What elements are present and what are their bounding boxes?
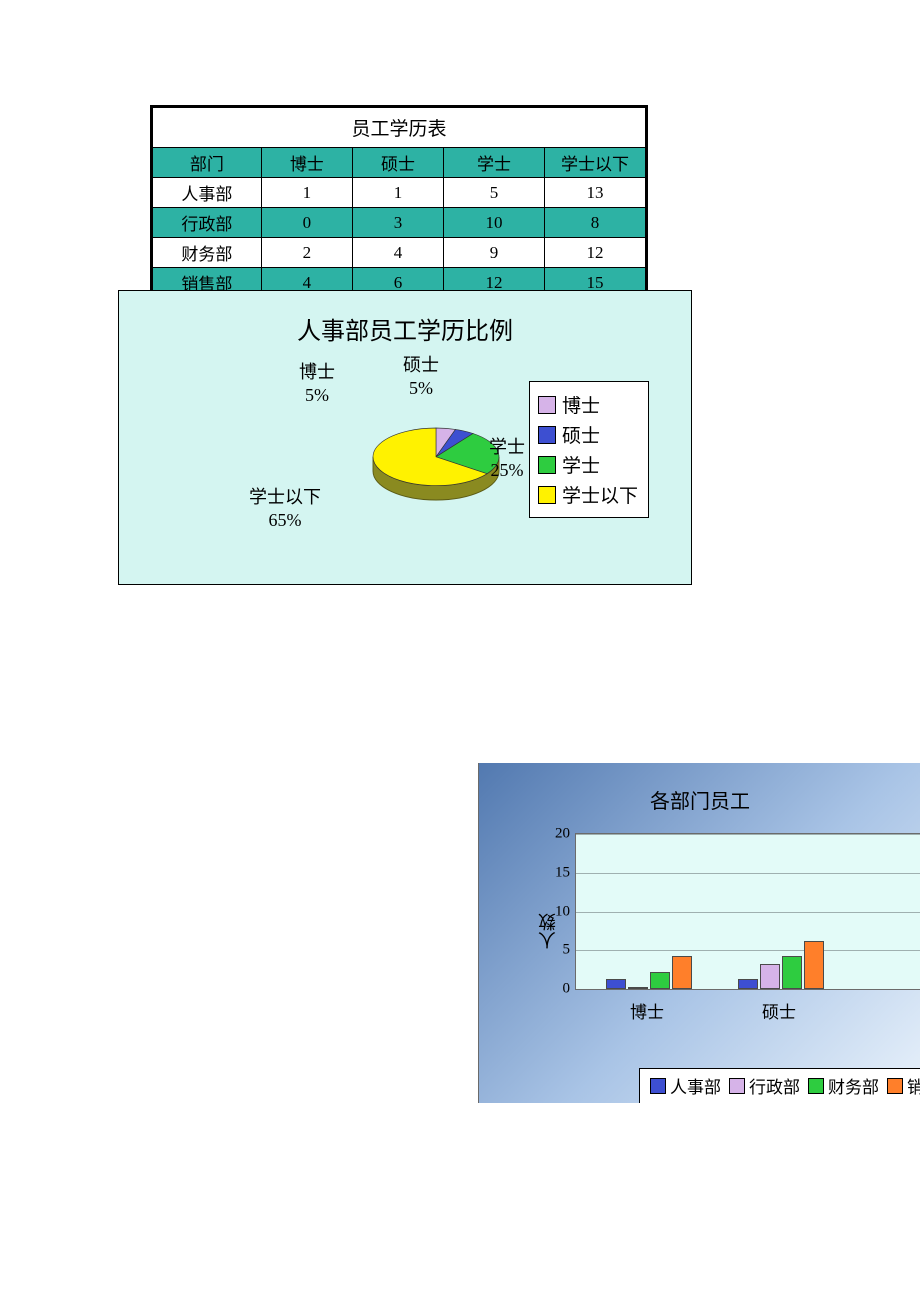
legend-item: 学士 [538,451,638,478]
ytick-label: 20 [555,826,570,843]
legend-label: 学士以下 [562,481,638,508]
legend-swatch [538,426,556,444]
table-cell: 0 [261,208,352,238]
bar [782,956,802,989]
table-cell: 行政部 [152,208,262,238]
bar [738,979,758,989]
table-cell: 10 [444,208,545,238]
pie-title: 人事部员工学历比例 [119,311,691,346]
table-cell: 1 [352,178,443,208]
bar-legend: 人事部 行政部 财务部 销售部 [639,1068,920,1103]
bar [760,964,780,989]
ytick-label: 0 [563,981,571,998]
legend-item: 硕士 [538,421,638,448]
legend-swatch [887,1078,903,1094]
legend-swatch [808,1078,824,1094]
table-cell: 12 [545,238,647,268]
legend-item: 博士 [538,391,638,418]
gridline [576,950,920,951]
pie-label: 学士以下65% [249,486,321,531]
legend-item: 行政部 [729,1073,800,1098]
legend-swatch [650,1078,666,1094]
col-dept: 部门 [152,148,262,178]
table-header-row: 部门 博士 硕士 学士 学士以下 [152,148,647,178]
table-cell: 1 [261,178,352,208]
table-title: 员工学历表 [152,107,647,148]
col-below: 学士以下 [545,148,647,178]
pie-legend: 博士硕士学士学士以下 [529,381,649,518]
education-table: 员工学历表 部门 博士 硕士 学士 学士以下 人事部11513行政部03108财… [150,105,648,300]
legend-label: 博士 [562,391,600,418]
table-cell: 5 [444,178,545,208]
ytick-label: 15 [555,864,570,881]
legend-label: 学士 [562,451,600,478]
table-cell: 8 [545,208,647,238]
bar [672,956,692,989]
bar [628,987,648,989]
legend-item: 销售部 [887,1073,920,1098]
table-cell: 3 [352,208,443,238]
legend-label: 人事部 [670,1073,721,1098]
ytick-label: 5 [563,942,571,959]
legend-swatch [538,396,556,414]
legend-label: 行政部 [749,1073,800,1098]
gridline [576,834,920,835]
table-row: 行政部03108 [152,208,647,238]
pie-chart: 人事部员工学历比例 博士5% 硕士5% 学士25% 学士以下65% 博士硕士学士学士以… [118,290,692,585]
table-row: 财务部24912 [152,238,647,268]
bar-title: 各部门员工 [479,785,920,814]
legend-item: 财务部 [808,1073,879,1098]
bar [804,941,824,990]
bar [606,979,626,989]
table-cell: 9 [444,238,545,268]
legend-swatch [729,1078,745,1094]
gridline [576,912,920,913]
xtick-label: 硕士 [739,998,819,1023]
pie-label: 硕士5% [403,354,439,399]
legend-swatch [538,456,556,474]
legend-item: 人事部 [650,1073,721,1098]
table-cell: 4 [352,238,443,268]
pie-label: 学士25% [489,436,525,481]
page: 员工学历表 部门 博士 硕士 学士 学士以下 人事部11513行政部03108财… [0,0,920,1301]
col-bach: 学士 [444,148,545,178]
bar-chart: 各部门员工 人数 05101520 博士硕士 人事部行政部财务部销售部 [478,763,920,1103]
gridline [576,873,920,874]
col-phd: 博士 [261,148,352,178]
table-cell: 财务部 [152,238,262,268]
legend-label: 硕士 [562,421,600,448]
legend-swatch [538,486,556,504]
ytick-label: 10 [555,903,570,920]
table-cell: 13 [545,178,647,208]
pie-label: 博士5% [299,361,335,406]
legend-label: 财务部 [828,1073,879,1098]
legend-label: 销售部 [907,1073,920,1098]
table-cell: 人事部 [152,178,262,208]
bar-plot: 05101520 [575,833,920,990]
col-master: 硕士 [352,148,443,178]
xtick-label: 博士 [607,998,687,1023]
table-row: 人事部11513 [152,178,647,208]
legend-item: 学士以下 [538,481,638,508]
bar [650,972,670,990]
table-cell: 2 [261,238,352,268]
